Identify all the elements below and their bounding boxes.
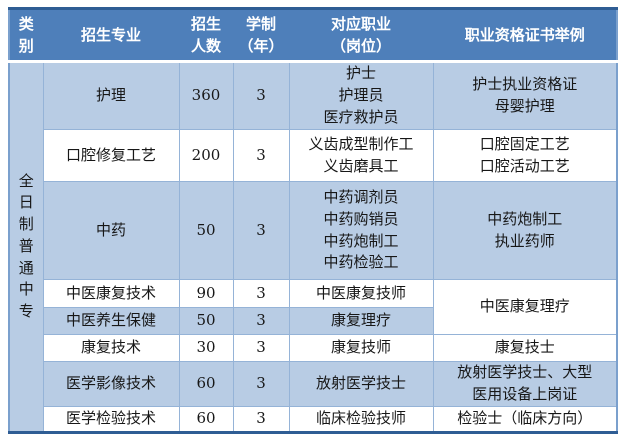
count-cell: 60 [178, 361, 234, 407]
jobs-cell: 中医康复技师 [288, 279, 434, 308]
header-cell-certs: 职业资格证书举例 [432, 8, 618, 63]
count-cell: 90 [178, 279, 234, 308]
major-cell: 护理 [42, 61, 180, 130]
count-cell: 50 [178, 307, 234, 335]
category-cell: 全 日 制 普 通 中 专 [8, 61, 44, 433]
table-row: 中药 50 3 中药调剂员 中药购销员 中药炮制工 中药检验工 中药炮制工 执业… [9, 181, 618, 280]
table-row: 医学影像技术 60 3 放射医学技士 放射医学技士、大型 医用设备上岗证 [9, 361, 618, 407]
table-row: 医学检验技术 60 3 临床检验技师 检验士（临床方向） [9, 405, 618, 433]
count-cell: 360 [178, 61, 234, 130]
count-cell: 200 [178, 129, 234, 182]
header-cell-category: 类 别 [8, 8, 44, 63]
certs-cell: 护士执业资格证 母婴护理 [432, 61, 618, 130]
header-cell-major: 招生专业 [42, 8, 180, 63]
years-cell: 3 [232, 181, 290, 280]
table-row: 中医养生保健 50 3 康复理疗 [9, 307, 617, 335]
certs-cell: 中药炮制工 执业药师 [432, 181, 618, 280]
years-cell: 3 [232, 307, 290, 335]
count-cell: 60 [178, 405, 234, 433]
major-cell: 中医养生保健 [42, 307, 180, 335]
certs-cell-merged: 中医康复理疗 [432, 279, 618, 335]
table-row: 口腔修复工艺 200 3 义齿成型制作工 义齿磨具工 口腔固定工艺 口腔活动工艺 [9, 129, 618, 182]
jobs-cell: 护士 护理员 医疗救护员 [288, 61, 434, 130]
enrollment-table: 类 别 招生专业 招生 人数 学制 （年） 对应职业 （岗位） 职业资格证书举例… [8, 7, 618, 434]
major-cell: 医学检验技术 [42, 405, 180, 433]
years-cell: 3 [232, 129, 290, 182]
years-cell: 3 [232, 334, 290, 362]
jobs-cell: 放射医学技士 [288, 361, 434, 407]
major-cell: 中药 [42, 181, 180, 280]
jobs-cell: 康复技师 [288, 334, 434, 362]
major-cell: 口腔修复工艺 [42, 129, 180, 182]
table-row: 康复技术 30 3 康复技师 康复技士 [9, 334, 618, 362]
header-row: 类 别 招生专业 招生 人数 学制 （年） 对应职业 （岗位） 职业资格证书举例 [8, 8, 618, 63]
jobs-cell: 临床检验技师 [288, 405, 434, 433]
jobs-cell: 义齿成型制作工 义齿磨具工 [288, 129, 434, 182]
table-row: 中医康复技术 90 3 中医康复技师 中医康复理疗 [9, 279, 618, 335]
count-cell: 50 [178, 181, 234, 280]
jobs-cell: 康复理疗 [288, 307, 434, 335]
certs-cell: 口腔固定工艺 口腔活动工艺 [432, 129, 618, 182]
major-cell: 康复技术 [42, 334, 180, 362]
years-cell: 3 [232, 61, 290, 130]
years-cell: 3 [232, 361, 290, 407]
jobs-cell: 中药调剂员 中药购销员 中药炮制工 中药检验工 [288, 181, 434, 280]
table-row: 全 日 制 普 通 中 专 护理 360 3 护士 护理员 医疗救护员 护士执业… [8, 61, 618, 433]
header-cell-count: 招生 人数 [178, 8, 234, 63]
years-cell: 3 [232, 405, 290, 433]
count-cell: 30 [178, 334, 234, 362]
header-cell-jobs: 对应职业 （岗位） [288, 8, 434, 63]
years-cell: 3 [232, 279, 290, 308]
header-cell-years: 学制 （年） [232, 8, 290, 63]
certs-cell: 放射医学技士、大型 医用设备上岗证 [432, 361, 618, 407]
major-cell: 中医康复技术 [42, 279, 180, 308]
certs-cell: 康复技士 [432, 334, 618, 362]
major-cell: 医学影像技术 [42, 361, 180, 407]
certs-cell: 检验士（临床方向） [432, 405, 618, 433]
